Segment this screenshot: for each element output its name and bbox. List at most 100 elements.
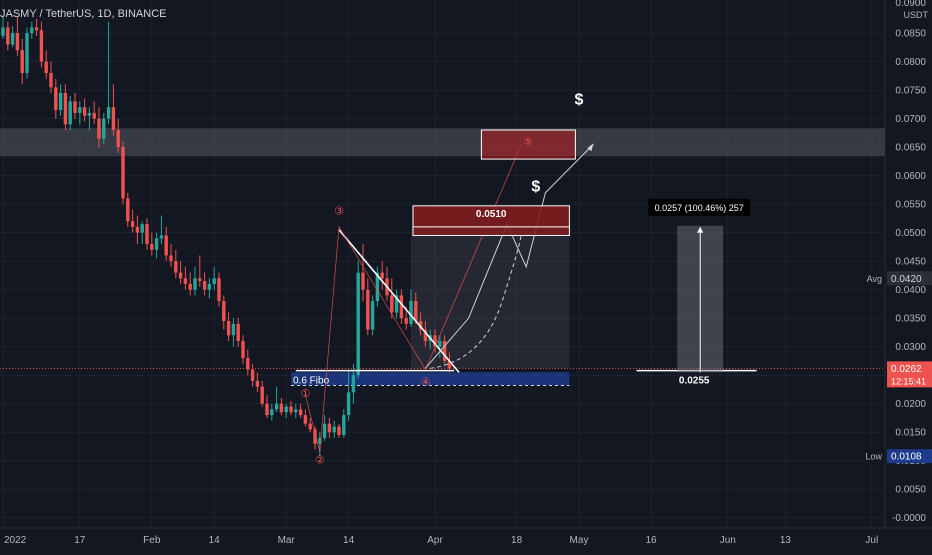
price-tick-label: 0.0400	[895, 285, 926, 296]
candle-body	[380, 272, 384, 279]
candle-body	[169, 255, 173, 262]
measure-label-bg	[648, 198, 751, 216]
candle-body	[140, 224, 144, 233]
candle-body	[174, 261, 178, 273]
price-tag-countdown: 12:15:41	[891, 376, 926, 386]
candle-body	[356, 272, 360, 376]
descending-trendline	[338, 229, 460, 373]
candle-body	[49, 72, 53, 88]
candle-body	[82, 107, 87, 116]
projection-zone	[411, 226, 570, 369]
candle-body	[370, 301, 375, 330]
candle-body	[447, 360, 452, 369]
time-axis-background	[0, 528, 932, 550]
candle-body	[346, 392, 351, 416]
candle-body	[1, 27, 5, 36]
candle-body	[130, 221, 135, 227]
price-tick-label: 0.0700	[895, 114, 926, 125]
candle-body	[58, 92, 63, 111]
candle-body	[332, 426, 336, 433]
candle-body	[97, 118, 101, 139]
candle-body	[73, 101, 77, 113]
candle-body	[361, 272, 365, 290]
price-tag-value: 0.0108	[891, 452, 922, 463]
candle-body	[135, 226, 140, 233]
candle-body	[313, 429, 317, 444]
candle-body	[270, 409, 274, 416]
target-box-2	[480, 129, 576, 160]
candle-body	[20, 50, 24, 73]
candle-body	[6, 27, 10, 45]
dollar-sign-1: $	[531, 179, 540, 196]
price-tick-label: 0.0350	[895, 314, 926, 325]
price-tick-label: 0.0150	[895, 428, 926, 439]
fibo-zone	[291, 372, 570, 386]
time-tick-label: Apr	[427, 535, 443, 546]
candle-body	[39, 30, 44, 62]
candle-body	[241, 340, 245, 359]
price-tick-label: 0.0500	[895, 228, 926, 239]
price-tick-label: 0.0800	[895, 57, 926, 68]
measure-label: 0.0257 (100.46%) 257	[655, 203, 744, 213]
price-tag-value: 0.0262	[891, 364, 922, 375]
candle-body	[10, 33, 15, 45]
candle-body	[145, 224, 149, 245]
price-tick-label: 0.0750	[895, 86, 926, 97]
candle-body	[337, 426, 341, 436]
candle-body	[375, 272, 380, 302]
price-tick-label: -0.0000	[892, 513, 926, 524]
price-tag-prefix: Avg	[867, 274, 882, 284]
price-tick-label: 0.0050	[895, 485, 926, 496]
candle-body	[255, 380, 260, 387]
candle-body	[111, 107, 116, 131]
candle-body	[34, 27, 39, 31]
candle-body	[178, 272, 183, 279]
price-tag-prefix-bg	[866, 271, 885, 286]
candle-body	[250, 369, 255, 381]
time-tick-label: May	[570, 535, 589, 546]
target-box-1-label: 0.0510	[476, 209, 507, 220]
axis-top-partial-label: 0.0900	[895, 0, 926, 9]
candle-body	[92, 112, 96, 119]
candle-body	[116, 130, 120, 148]
candle-body	[409, 301, 413, 324]
candle-body	[202, 281, 207, 290]
target-box-1	[412, 205, 570, 236]
wave-label: ③	[334, 205, 344, 217]
candle-body	[390, 295, 394, 313]
candle-body	[284, 406, 288, 413]
candle-body	[308, 423, 312, 430]
price-tag-bg	[887, 449, 932, 464]
candle-body	[260, 386, 264, 404]
candle-body	[102, 118, 106, 139]
candle-body	[68, 101, 72, 125]
candle-body	[164, 235, 168, 256]
price-tick-label: 0.0600	[895, 171, 926, 182]
elliott-wave-path	[305, 144, 522, 453]
candle-body	[106, 107, 111, 119]
candle-body	[351, 375, 356, 393]
candle-body	[404, 318, 408, 324]
time-tick-label: 2022	[4, 535, 27, 546]
time-tick-label: Jul	[865, 535, 878, 546]
time-tick-label: 13	[780, 535, 792, 546]
candle-body	[414, 301, 418, 322]
candle-body	[322, 423, 327, 438]
price-tick-label: 0.0450	[895, 257, 926, 268]
wave-label: ①	[300, 388, 310, 400]
time-tick-label: 14	[209, 535, 221, 546]
candle-body	[318, 437, 322, 444]
candle-body	[231, 323, 236, 336]
candle-body	[327, 423, 332, 433]
price-tick-label: 0.0200	[895, 399, 926, 410]
candle-body	[433, 335, 437, 347]
price-tag-bg	[887, 361, 932, 388]
candle-body	[279, 403, 284, 413]
candle-body	[183, 278, 188, 284]
candle-body	[188, 283, 192, 290]
candle-body	[150, 244, 154, 250]
chart-title: JASMY / TetherUS, 1D, BINANCE	[0, 8, 167, 20]
projected-path-arrowhead	[587, 143, 594, 152]
